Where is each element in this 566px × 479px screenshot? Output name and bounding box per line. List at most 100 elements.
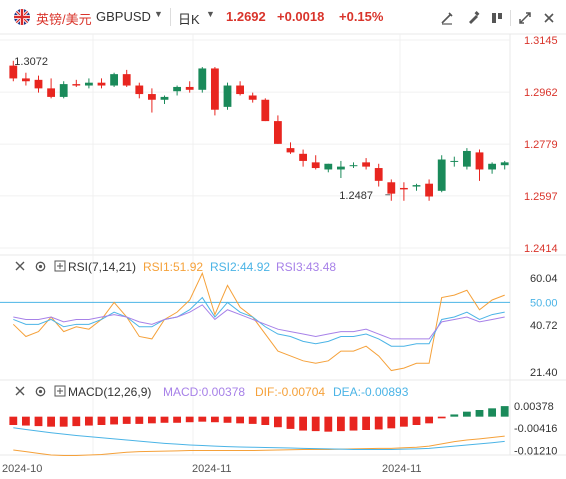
macd-bar <box>425 416 434 424</box>
candle-body <box>336 166 345 170</box>
close-icon[interactable] <box>540 9 558 27</box>
macd-bar <box>387 416 396 429</box>
candle-body <box>462 150 471 167</box>
macd-bar <box>412 416 421 425</box>
macd-bar <box>286 416 295 429</box>
caret-down-icon[interactable]: ▼ <box>154 9 163 19</box>
plus-box-icon[interactable] <box>54 385 66 400</box>
macd-bar <box>336 416 345 432</box>
instrument-name[interactable]: 英镑/美元 <box>36 12 92 27</box>
macd-bar <box>47 416 56 427</box>
candle-body <box>500 162 509 166</box>
macd-bar <box>299 416 308 431</box>
macd-bar <box>248 416 257 424</box>
rsi-series-line <box>13 304 505 340</box>
macd-bar <box>198 416 207 422</box>
rsi2-value: RSI2:44.92 <box>210 260 271 274</box>
eye-icon[interactable] <box>14 385 26 400</box>
macd-bar <box>488 408 497 417</box>
macd-bar <box>324 416 333 432</box>
candle-body <box>9 65 18 79</box>
candle-body <box>475 152 484 170</box>
candle-body <box>362 162 371 167</box>
dif-line <box>13 435 505 457</box>
candle-body <box>286 148 295 153</box>
macd-bar <box>311 416 320 432</box>
divider <box>510 10 511 26</box>
candle-body <box>349 165 358 167</box>
date-axis-label: 2024-11 <box>192 463 232 475</box>
macd-bar <box>374 416 383 430</box>
rsi1-value: RSI1:51.92 <box>143 260 204 274</box>
candle-body <box>488 163 497 170</box>
expand-icon[interactable] <box>516 9 534 27</box>
macd-bar <box>147 416 156 424</box>
candle-body <box>437 159 446 191</box>
macd-bar <box>21 416 30 426</box>
price-tick-label: 1.2779 <box>524 139 558 151</box>
candle-body <box>122 74 131 86</box>
candle-body <box>72 84 81 86</box>
draw-icon[interactable] <box>438 9 456 27</box>
macd-bar <box>59 416 68 427</box>
rsi-tick-label: 60.04 <box>530 273 558 285</box>
date-axis-label: 2024-11 <box>382 463 422 475</box>
candle-body <box>21 78 30 82</box>
candle-body <box>299 153 308 161</box>
candle-body <box>198 68 207 90</box>
layout-icon[interactable] <box>488 9 506 27</box>
macd-bar <box>84 416 93 426</box>
candle-body <box>135 85 144 95</box>
gear-icon[interactable] <box>34 260 47 276</box>
macd-bar <box>500 406 509 417</box>
macd-bar <box>437 416 446 419</box>
macd-bar <box>236 416 245 424</box>
candle-body <box>425 183 434 197</box>
price-tick-label: 1.3145 <box>524 35 558 47</box>
dea-line <box>13 427 505 450</box>
macd-bar <box>34 416 43 427</box>
candle-body <box>160 96 169 100</box>
macd-bar <box>475 410 484 417</box>
date-axis-label: 2024-10 <box>2 463 42 475</box>
candle-body <box>47 88 56 97</box>
candle-body <box>324 163 333 170</box>
macd-bar <box>223 416 232 423</box>
instrument-symbol[interactable]: GBPUSD <box>96 9 151 24</box>
candle-body <box>236 85 245 95</box>
period-selector[interactable]: 日K <box>178 12 200 27</box>
macd-bar <box>9 416 18 425</box>
macd-bar <box>362 416 371 430</box>
rsi-tick-label: 50.00 <box>530 297 558 309</box>
plus-box-icon[interactable] <box>54 260 66 275</box>
eye-icon[interactable] <box>14 260 26 275</box>
price-tick-label: 1.2962 <box>524 87 558 99</box>
price-tick-label: 1.2597 <box>524 191 558 203</box>
candle-body <box>273 121 282 144</box>
candle-body <box>223 85 232 107</box>
chart-header: 英镑/美元 GBPUSD ▼ 日K ▼ 1.2692 +0.0018 +0.15… <box>0 0 566 34</box>
high-price-label: 1.3072 <box>14 56 48 68</box>
macd-bar <box>349 416 358 431</box>
macd-bar <box>185 416 194 423</box>
candle-body <box>110 74 119 86</box>
macd-bar <box>110 416 119 425</box>
gear-icon[interactable] <box>34 385 47 401</box>
rsi-label: RSI(7,14,21) <box>68 260 137 274</box>
macd-bar <box>173 416 182 423</box>
candle-body <box>261 99 270 122</box>
macd-bar <box>273 416 282 428</box>
candle-body <box>59 84 68 97</box>
candle-body <box>185 86 194 90</box>
macd-bar <box>450 414 459 417</box>
candle-body <box>34 79 43 89</box>
brush-icon[interactable] <box>464 9 482 27</box>
rsi-series-line <box>12 271 505 372</box>
macd-bar <box>261 416 270 425</box>
macd-bar <box>72 416 81 427</box>
candle-body <box>450 160 459 162</box>
rsi3-value: RSI3:43.48 <box>276 260 337 274</box>
macd-value: MACD:0.00378 <box>163 385 246 399</box>
caret-down-icon[interactable]: ▼ <box>206 9 215 19</box>
